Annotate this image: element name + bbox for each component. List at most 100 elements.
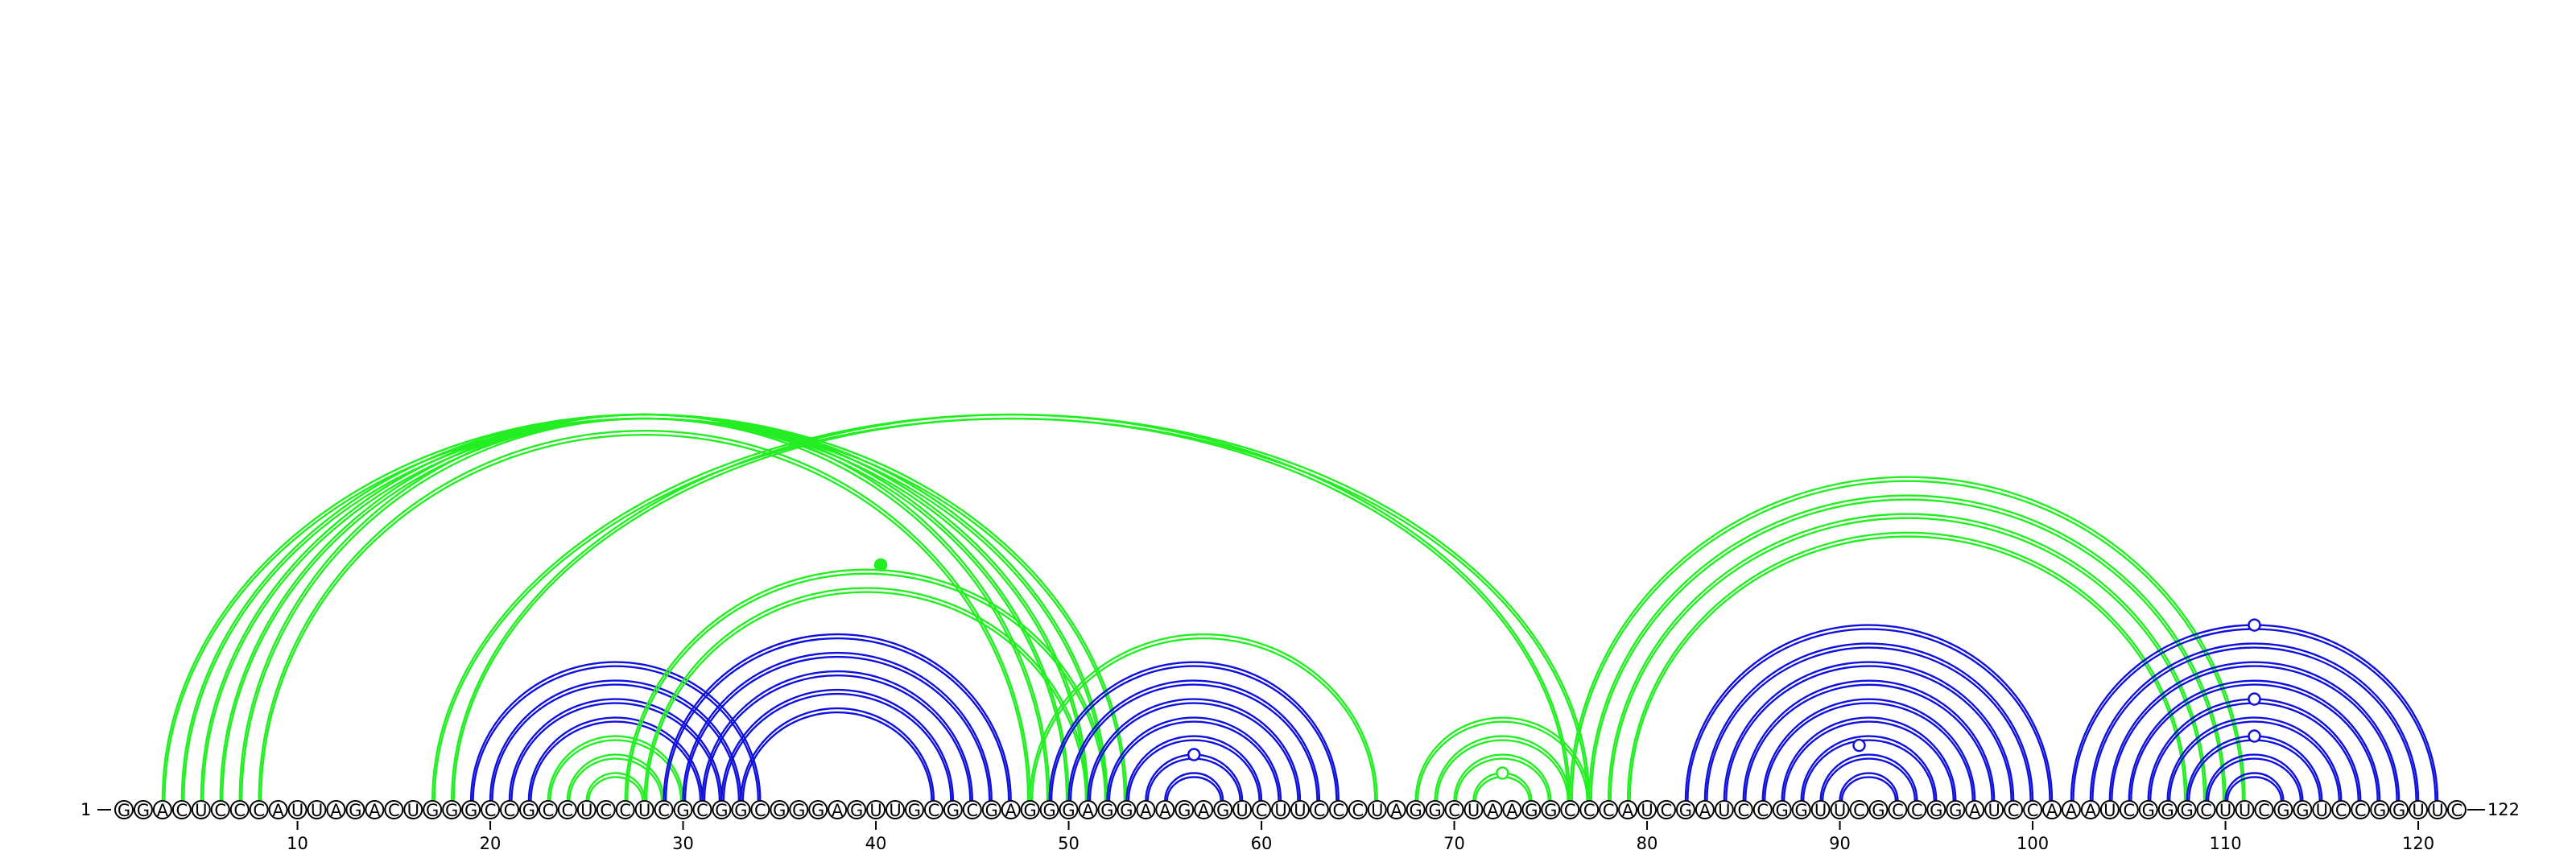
- nucleotide-letter: U: [1294, 801, 1306, 820]
- nucleotide-circle: [481, 800, 501, 819]
- nucleotide-circle: [2351, 800, 2371, 819]
- nucleotide: A: [152, 800, 172, 820]
- nucleotide: G: [1521, 800, 1542, 820]
- nucleotide-circle: [2099, 800, 2120, 819]
- nucleotide: G: [345, 800, 365, 820]
- nucleotide: G: [1174, 800, 1195, 820]
- nucleotide-letter: G: [2142, 801, 2155, 820]
- nucleotide: A: [1386, 800, 1406, 820]
- arc-stroke: [2169, 720, 2340, 802]
- nucleotide-letter: C: [2123, 801, 2135, 820]
- nucleotide: G: [461, 800, 481, 820]
- nucleotide-circle: [1309, 800, 1329, 819]
- nucleotide-circle: [1194, 800, 1214, 819]
- arc-stroke: [722, 692, 952, 802]
- nucleotide: C: [1252, 800, 1272, 820]
- arc-stroke: [1108, 720, 1280, 802]
- nucleotide: G: [2273, 800, 2293, 820]
- base-pair-arc: [740, 707, 935, 802]
- nucleotide: U: [866, 800, 886, 820]
- nucleotide: C: [384, 800, 404, 820]
- base-pair-arc: [1800, 735, 1938, 802]
- tick-label: 20: [480, 834, 502, 853]
- arc-stroke: [1088, 702, 1299, 802]
- base-pair-arc: [1684, 624, 2054, 802]
- base-pair-arc: [624, 568, 1108, 802]
- nucleotide: G: [1039, 800, 1059, 820]
- nucleotide-circle: [114, 800, 134, 819]
- nucleotide-letter: C: [233, 801, 246, 820]
- nucleotide-circle: [1907, 800, 1927, 819]
- nucleotide-circle: [1155, 800, 1175, 819]
- tick-label: 70: [1443, 834, 1465, 853]
- nucleotide-letter: C: [1911, 801, 1923, 820]
- nucleotide-letter: A: [1969, 801, 1981, 820]
- nucleotide-letter: C: [2200, 801, 2212, 820]
- nucleotide: U: [2409, 800, 2429, 820]
- nucleotide: U: [191, 800, 211, 820]
- nucleotide-circle: [692, 800, 712, 819]
- nucleotide: G: [2389, 800, 2409, 820]
- nucleotide-circle: [1232, 800, 1253, 819]
- nucleotide-letter: G: [1428, 801, 1441, 820]
- tick: 60: [1251, 821, 1272, 853]
- nucleotide: U: [287, 800, 308, 820]
- pair-marker: [2248, 618, 2261, 632]
- nucleotide-letter: U: [638, 801, 650, 820]
- base-pair-arc: [1723, 661, 2015, 802]
- arc-stroke: [183, 417, 1107, 802]
- arc-stroke: [2108, 661, 2401, 802]
- nucleotide: A: [1618, 800, 1638, 820]
- nucleotide-letter: G: [1410, 801, 1422, 820]
- nucleotide-circle: [886, 800, 905, 819]
- nucleotide: C: [1579, 800, 1600, 820]
- pair-marker: [2248, 729, 2261, 743]
- nucleotide: C: [2119, 800, 2139, 820]
- arc-stroke: [452, 417, 1569, 802]
- nucleotide: C: [1849, 800, 1869, 820]
- nucleotide-letter: C: [928, 801, 940, 820]
- nucleotide-circle: [1386, 800, 1406, 819]
- nucleotide: C: [1888, 800, 1908, 820]
- nucleotide: C: [692, 800, 712, 820]
- nucleotide-circle: [1059, 800, 1079, 819]
- nucleotide-letter: C: [1352, 801, 1364, 820]
- nucleotide-circle: [365, 800, 385, 819]
- nucleotide-circle: [673, 800, 693, 819]
- arc-stroke: [1050, 665, 1338, 802]
- nucleotide-letter: A: [1082, 801, 1094, 820]
- nucleotide-circle: [403, 800, 423, 819]
- nucleotide-circle: [1483, 800, 1503, 819]
- arc-stroke: [508, 698, 723, 802]
- nucleotide-circle: [191, 800, 211, 819]
- arc-stroke: [1821, 757, 1917, 802]
- base-pair-arc: [2205, 753, 2304, 802]
- nucleotide: A: [2080, 800, 2100, 820]
- arc-stroke: [720, 688, 955, 802]
- nucleotide-letter: U: [1814, 801, 1827, 820]
- nucleotide-circle: [2446, 800, 2467, 819]
- nucleotide: G: [673, 800, 693, 820]
- arc-stroke: [1588, 494, 2227, 802]
- arc-stroke: [682, 651, 993, 802]
- arc-stroke: [1839, 772, 1899, 802]
- nucleotide-circle: [1772, 800, 1792, 819]
- base-pair-arc: [1761, 698, 1976, 802]
- nucleotide-letter: G: [1120, 801, 1133, 820]
- pair-marker: [873, 558, 888, 572]
- nucleotide-circle: [981, 800, 1001, 819]
- arc-stroke: [1069, 683, 1319, 802]
- arc-stroke: [624, 568, 1108, 802]
- base-pair-arc: [2089, 642, 2420, 802]
- nucleotide-letter: C: [562, 801, 574, 820]
- nucleotide-circle: [770, 800, 790, 819]
- nucleotide-circle: [538, 800, 558, 819]
- nucleotide-letter: G: [2373, 801, 2386, 820]
- nucleotide: C: [1907, 800, 1927, 820]
- nucleotide-circle: [1618, 800, 1638, 819]
- nucleotide-letter: U: [889, 801, 901, 820]
- pair-marker: [2248, 692, 2261, 706]
- nucleotide: U: [576, 800, 597, 820]
- nucleotide-circle: [1174, 800, 1195, 819]
